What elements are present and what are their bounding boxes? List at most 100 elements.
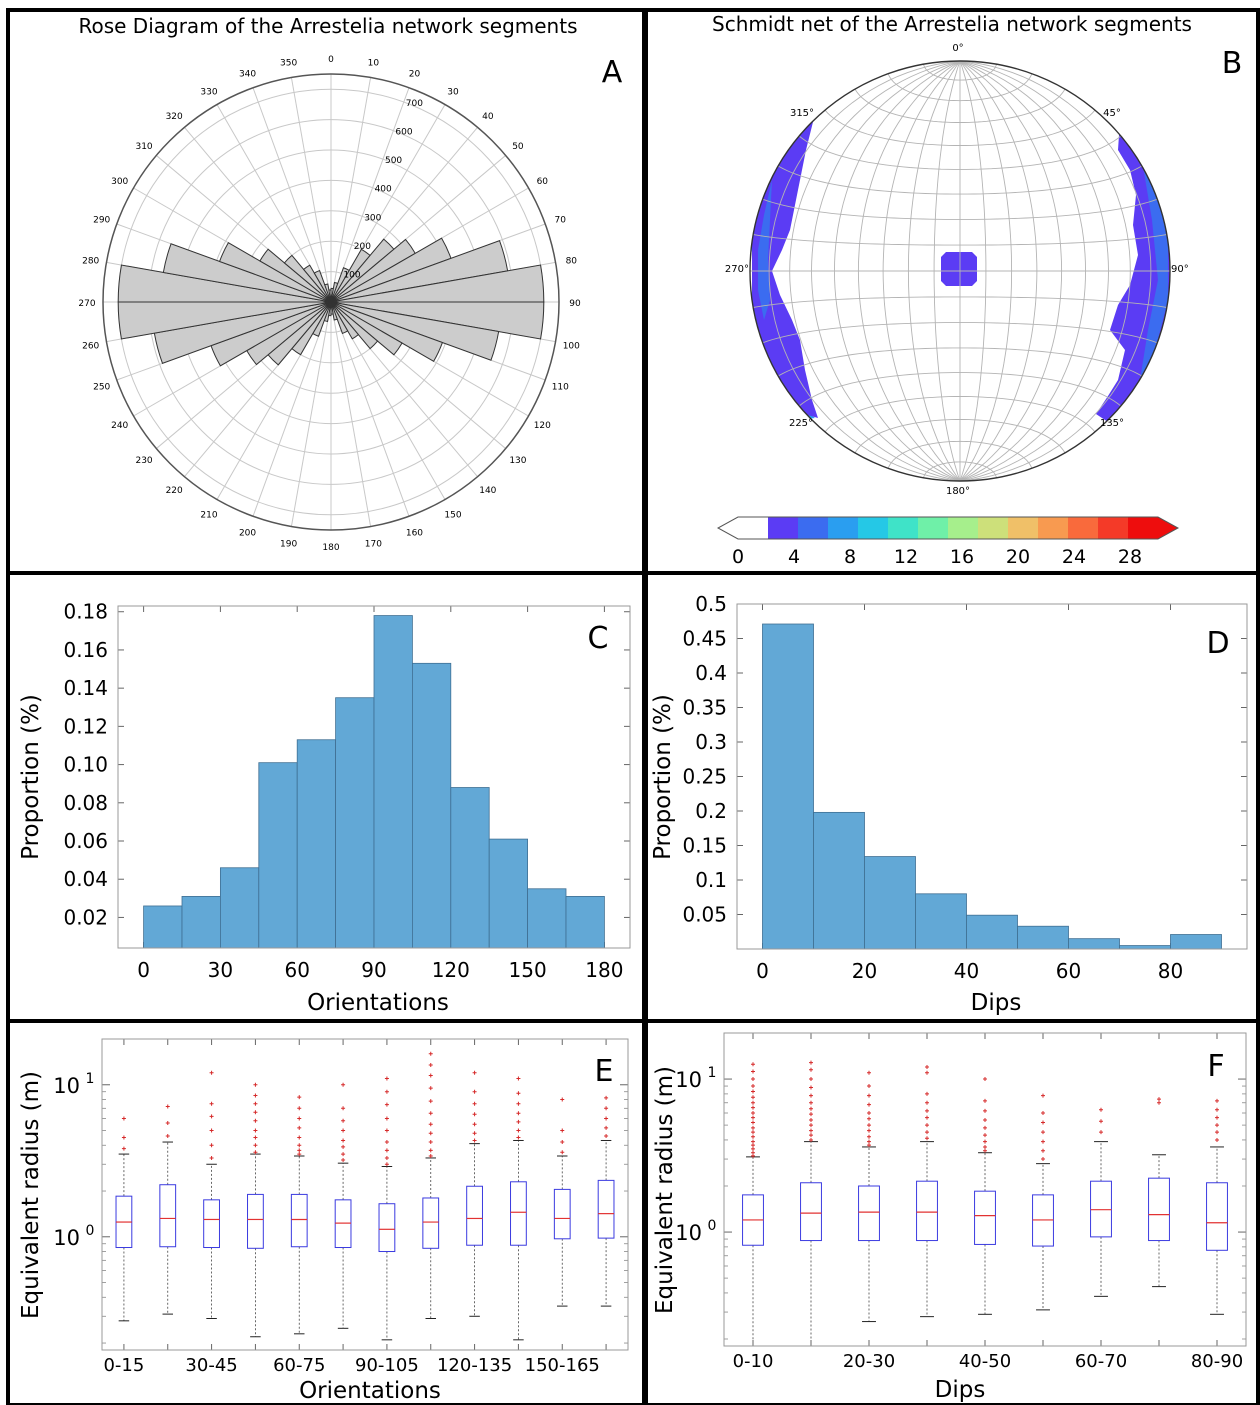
box-iqr: [378, 1203, 396, 1253]
rose-angle-tick-label: 300: [111, 177, 128, 187]
flier-point: [1041, 1111, 1045, 1115]
colorbar-segment: [768, 517, 799, 539]
flier-point: [1041, 1139, 1045, 1144]
flier-point: [751, 1100, 755, 1105]
y-tick-exponent: 1: [708, 1065, 717, 1081]
flier-point: [1157, 1097, 1161, 1102]
direction-label-270: 270°: [725, 264, 749, 275]
flier-point: [384, 1140, 389, 1145]
rose-radial-tick-label: 600: [395, 128, 412, 138]
flier-point: [1099, 1107, 1103, 1112]
histogram-bar: [1017, 925, 1069, 950]
flier-point: [925, 1070, 929, 1075]
density-core-west: [758, 180, 772, 320]
box-iqr: [1206, 1182, 1228, 1251]
flier-point: [472, 1070, 477, 1075]
histogram-bar: [1170, 934, 1222, 950]
flier-point: [1215, 1137, 1219, 1142]
rose-petal: [324, 283, 332, 303]
y-axis-label: Proportion (%): [650, 694, 676, 860]
panel-a-title: Rose Diagram of the Arrestelia network s…: [78, 14, 577, 38]
rose-petal: [218, 242, 332, 303]
rose-angular-gridline: [330, 87, 410, 303]
box-iqr: [800, 1182, 822, 1242]
x-tick-label: 30: [208, 958, 233, 982]
flier-point: [472, 1138, 477, 1143]
flier-point: [253, 1110, 258, 1115]
flier-point: [253, 1101, 258, 1106]
flier-point: [341, 1152, 346, 1157]
flier-point: [983, 1133, 987, 1138]
panel-letter-d: D: [1206, 626, 1229, 661]
x-tick-label: 20-30: [843, 1351, 895, 1372]
net-parallel: [753, 296, 1167, 308]
histogram-bar: [219, 867, 260, 949]
net-parallel: [777, 165, 1143, 195]
rose-angle-tick-label: 30: [447, 88, 459, 98]
x-tick-label: 180: [585, 958, 623, 982]
box-iqr: [203, 1199, 220, 1249]
rose-angle-tick-label: 290: [93, 216, 110, 226]
flier-point: [297, 1095, 302, 1100]
flier-point: [809, 1100, 813, 1105]
colorbar-segment: [828, 517, 859, 539]
flier-point: [1041, 1148, 1045, 1153]
net-parallel: [777, 347, 1143, 377]
panel-letters: A B C D E F: [588, 46, 1243, 1089]
rose-petal: [330, 301, 500, 361]
panel-borders: [6, 8, 1260, 1405]
rose-angle-tick-label: 140: [479, 486, 496, 496]
y-tick-label: 10: [53, 1226, 80, 1250]
flier-point: [809, 1093, 813, 1098]
histogram-bar: [181, 896, 221, 949]
rose-petal: [328, 289, 332, 303]
x-tick-label: 150: [509, 958, 547, 982]
direction-label-0: 0°: [952, 43, 963, 54]
x-axis-label: Orientations: [307, 990, 449, 1016]
flier-point: [809, 1112, 813, 1117]
flier-point: [925, 1091, 929, 1096]
y-tick-label: 0.05: [682, 903, 727, 927]
rose-radial-tick-label: 300: [364, 213, 381, 223]
rose-angle-tick-label: 150: [444, 510, 461, 520]
flier-point: [1041, 1120, 1045, 1125]
flier-point: [341, 1118, 346, 1123]
rose-radial-tick-label: 200: [354, 242, 371, 252]
panel-d-dip-histogram: 0.05 0.1 0.15 0.2 0.25 0.3 0.35 0.4 0.45 0.5 0 20 40…: [650, 592, 1248, 1016]
flier-point: [867, 1093, 871, 1098]
flier-point: [925, 1100, 929, 1105]
colorbar-segment: [948, 517, 979, 539]
net-parallel: [923, 64, 997, 81]
histogram-bar: [143, 905, 183, 949]
y-tick-label: 0.10: [63, 753, 108, 777]
rose-angle-tick-label: 60: [537, 177, 549, 187]
histogram-bar: [1119, 945, 1171, 950]
flier-point: [516, 1076, 521, 1081]
flier-point: [209, 1114, 214, 1119]
rose-angle-tick-label: 130: [509, 456, 526, 466]
flier-point: [809, 1060, 813, 1065]
flier-point: [983, 1077, 987, 1082]
rose-radial-tick-label: 700: [406, 99, 423, 109]
flier-point: [925, 1064, 929, 1069]
flier-point: [121, 1116, 126, 1121]
net-parallel: [824, 396, 1096, 433]
x-tick-label: 120: [432, 958, 470, 982]
rose-angle-tick-label: 250: [93, 382, 110, 392]
direction-label-90: 90°: [1171, 264, 1189, 275]
net-parallel: [798, 135, 1122, 170]
net-parallel: [753, 234, 1167, 246]
flier-point: [751, 1125, 755, 1130]
flier-point: [384, 1076, 389, 1081]
flier-point: [751, 1143, 755, 1148]
x-tick-label: 60-75: [273, 1355, 325, 1376]
density-band-west: [752, 118, 818, 418]
flier-point: [428, 1086, 433, 1091]
flier-point: [209, 1155, 214, 1160]
flier-point: [867, 1128, 871, 1133]
flier-point: [341, 1128, 346, 1133]
flier-point: [809, 1077, 813, 1082]
flier-point: [297, 1106, 302, 1111]
rose-angular-gridline: [330, 77, 372, 303]
